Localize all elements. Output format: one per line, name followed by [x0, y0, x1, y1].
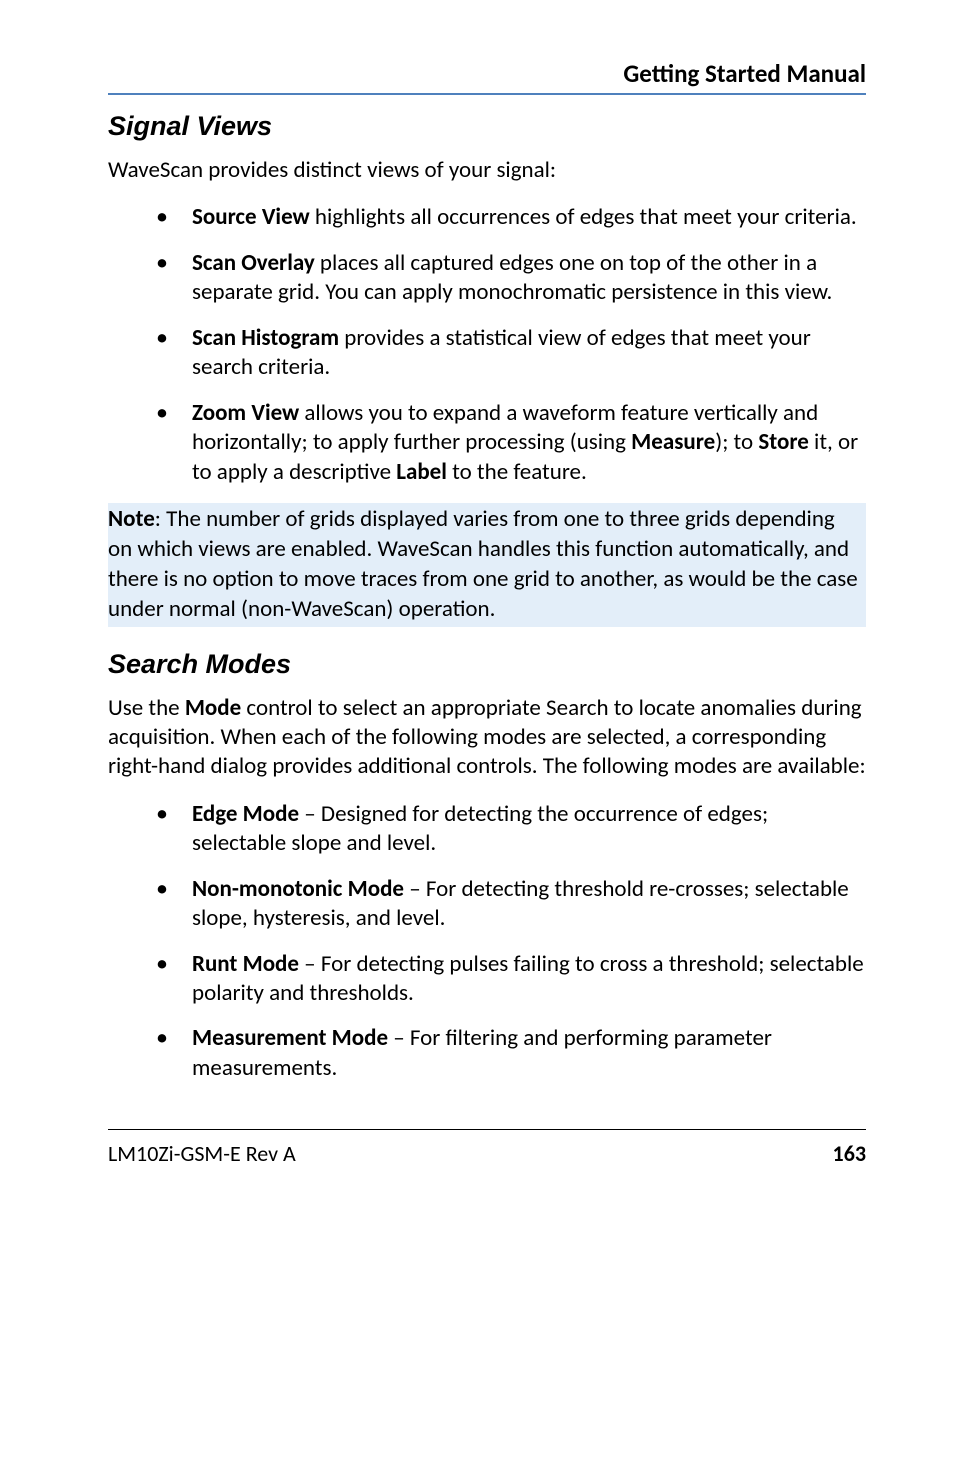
list-item: Edge Mode – Designed for detecting the o… — [156, 800, 866, 859]
search-modes-list: Edge Mode – Designed for detecting the o… — [108, 800, 866, 1084]
signal-views-intro: WaveScan provides distinct views of your… — [108, 156, 866, 185]
running-head: Getting Started Manual — [108, 58, 866, 93]
list-item-bold: Non-monotonic Mode — [192, 875, 404, 903]
footer-page-number: 163 — [833, 1140, 866, 1167]
list-item-bold: Source View — [192, 203, 310, 231]
list-item-bold: Zoom View — [192, 399, 299, 427]
footer-left: LM10Zi-GSM-E Rev A — [108, 1140, 296, 1167]
list-item-text: highlights all occurrences of edges that… — [310, 203, 857, 231]
list-item-text: to the feature. — [447, 458, 587, 486]
list-item: Scan Histogram provides a statistical vi… — [156, 324, 866, 383]
header-rule — [108, 93, 866, 95]
search-modes-intro: Use the Mode control to select an approp… — [108, 694, 866, 782]
list-item-bold: Edge Mode — [192, 800, 299, 828]
list-item-bold: Runt Mode — [192, 950, 299, 978]
section-title-signal-views: Signal Views — [108, 111, 866, 142]
intro-text: Use the — [108, 694, 185, 722]
list-item-bold: Measure — [631, 428, 715, 456]
list-item: Non-monotonic Mode – For detecting thres… — [156, 875, 866, 934]
list-item-bold: Scan Overlay — [192, 249, 315, 277]
list-item-text: ); to — [715, 428, 758, 456]
signal-views-list: Source View highlights all occurrences o… — [108, 203, 866, 487]
note-box: Note: The number of grids displayed vari… — [108, 503, 866, 627]
list-item-bold: Label — [396, 458, 447, 486]
list-item: Runt Mode – For detecting pulses failing… — [156, 950, 866, 1009]
note-text: : The number of grids displayed varies f… — [108, 505, 858, 623]
list-item-bold: Scan Histogram — [192, 324, 339, 352]
list-item: Scan Overlay places all captured edges o… — [156, 249, 866, 308]
list-item: Source View highlights all occurrences o… — [156, 203, 866, 232]
list-item-bold: Measurement Mode — [192, 1024, 388, 1052]
page: Getting Started Manual Signal Views Wave… — [0, 0, 954, 1475]
list-item-bold: Store — [758, 428, 808, 456]
intro-bold: Mode — [185, 694, 241, 722]
list-item: Measurement Mode – For filtering and per… — [156, 1024, 866, 1083]
note-label: Note — [108, 505, 155, 533]
section-title-search-modes: Search Modes — [108, 649, 866, 680]
footer: LM10Zi-GSM-E Rev A 163 — [108, 1130, 866, 1167]
list-item: Zoom View allows you to expand a wavefor… — [156, 399, 866, 487]
